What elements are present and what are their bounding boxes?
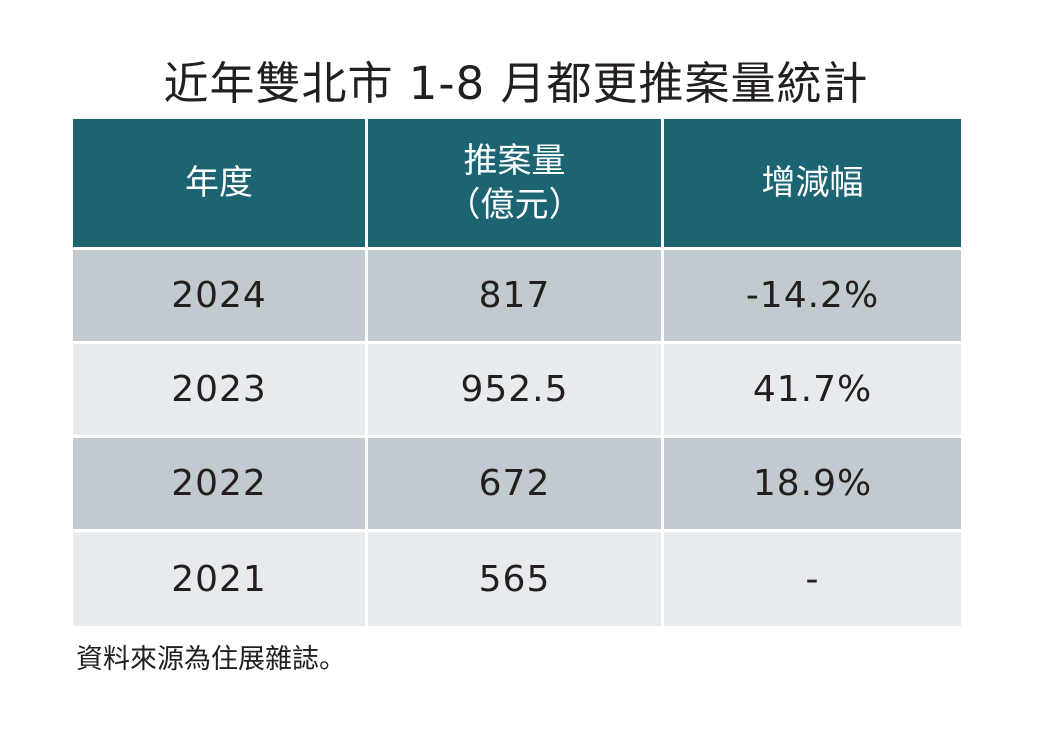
header-amount-label: 推案量 <box>463 141 566 181</box>
cell-change: 18.9% <box>664 438 961 532</box>
cell-change: 41.7% <box>664 344 961 438</box>
source-note: 資料來源為住展雜誌。 <box>76 644 346 675</box>
cell-year: 2021 <box>73 532 368 626</box>
header-amount: 推案量 （億元） <box>368 119 664 250</box>
header-change-label: 增減幅 <box>761 163 864 203</box>
cell-year: 2023 <box>73 344 368 438</box>
header-year-label: 年度 <box>185 163 253 203</box>
cell-amount: 565 <box>368 532 664 626</box>
cell-year: 2024 <box>73 250 368 344</box>
cell-change: -14.2% <box>664 250 961 344</box>
data-table: 年度 推案量 （億元） 增減幅 2024 817 -14.2% 2023 952… <box>73 119 961 626</box>
cell-year: 2022 <box>73 438 368 532</box>
cell-change: - <box>664 532 961 626</box>
page-title: 近年雙北市 1-8 月都更推案量統計 <box>163 57 869 110</box>
header-change: 增減幅 <box>664 119 961 250</box>
header-year: 年度 <box>73 119 368 250</box>
cell-amount: 952.5 <box>368 344 664 438</box>
cell-amount: 672 <box>368 438 664 532</box>
cell-amount: 817 <box>368 250 664 344</box>
header-amount-unit: （億元） <box>446 185 583 225</box>
